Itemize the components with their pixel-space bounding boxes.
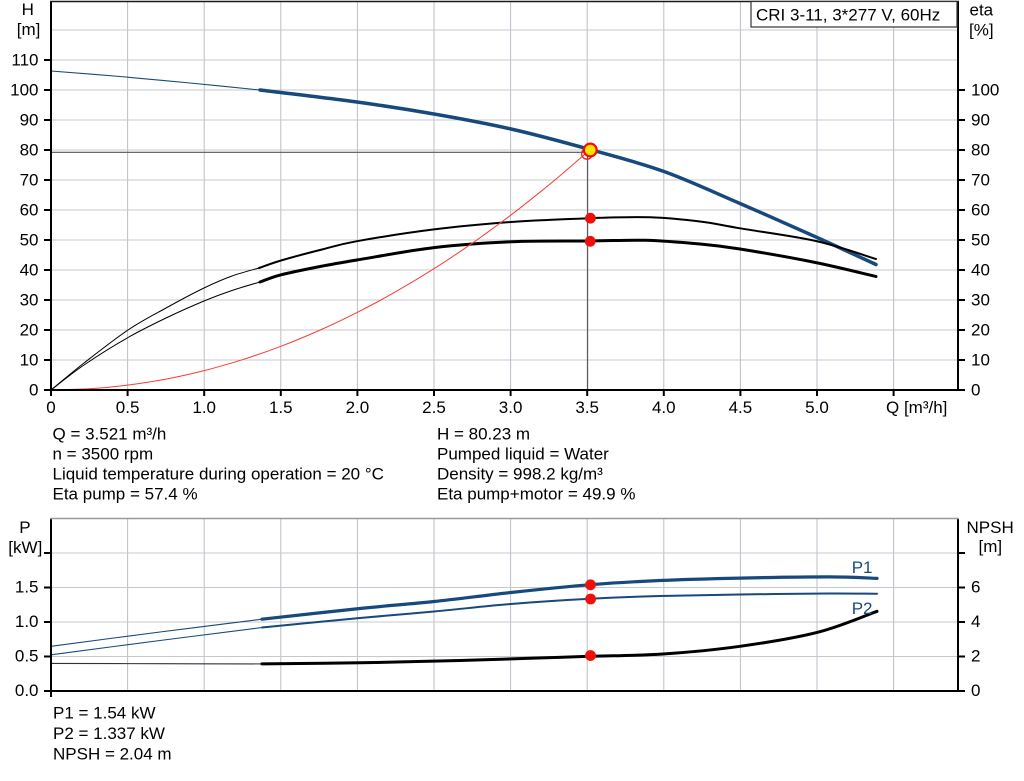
svg-text:4.0: 4.0 [652,398,676,417]
svg-text:4.5: 4.5 [729,398,753,417]
svg-text:40: 40 [971,260,990,279]
svg-text:100: 100 [971,80,999,99]
svg-text:2: 2 [971,647,980,666]
svg-text:P2: P2 [852,599,873,618]
svg-text:[kW]: [kW] [8,538,42,557]
svg-text:eta: eta [970,1,994,20]
svg-text:0.0: 0.0 [15,681,39,700]
svg-text:P2 = 1.337 kW: P2 = 1.337 kW [53,724,165,743]
svg-text:30: 30 [971,290,990,309]
svg-text:[%]: [%] [969,21,994,40]
svg-text:10: 10 [971,350,990,369]
svg-text:50: 50 [971,230,990,249]
svg-text:60: 60 [20,200,39,219]
svg-text:60: 60 [971,200,990,219]
svg-text:0: 0 [971,380,980,399]
svg-text:0: 0 [29,380,38,399]
svg-text:0: 0 [46,398,55,417]
svg-text:90: 90 [971,110,990,129]
svg-text:5.0: 5.0 [805,398,829,417]
svg-text:1.5: 1.5 [269,398,293,417]
svg-text:Liquid temperature during oper: Liquid temperature during operation = 20… [53,465,384,484]
svg-text:1.5: 1.5 [15,578,39,597]
svg-text:50: 50 [20,230,39,249]
svg-text:H: H [22,0,34,19]
svg-text:80: 80 [971,140,990,159]
svg-text:0: 0 [971,681,980,700]
svg-text:1.0: 1.0 [15,612,39,631]
svg-text:H = 80.23 m: H = 80.23 m [437,425,530,444]
svg-text:P1 = 1.54 kW: P1 = 1.54 kW [53,704,156,723]
svg-text:4: 4 [971,612,980,631]
svg-text:70: 70 [971,170,990,189]
svg-text:Q = 3.521 m³/h: Q = 3.521 m³/h [53,425,167,444]
svg-text:1.0: 1.0 [192,398,216,417]
svg-text:2.0: 2.0 [346,398,370,417]
svg-text:40: 40 [20,260,39,279]
svg-text:3.0: 3.0 [499,398,523,417]
svg-text:20: 20 [20,320,39,339]
svg-text:[m]: [m] [17,20,41,39]
svg-text:30: 30 [20,290,39,309]
svg-text:100: 100 [10,80,38,99]
svg-text:90: 90 [20,110,39,129]
svg-text:Pumped liquid = Water: Pumped liquid = Water [437,445,609,464]
svg-text:0.5: 0.5 [15,647,39,666]
svg-text:NPSH = 2.04 m: NPSH = 2.04 m [53,745,172,764]
svg-text:10: 10 [20,350,39,369]
svg-text:Q [m³/h]: Q [m³/h] [886,398,947,417]
svg-text:70: 70 [20,170,39,189]
svg-text:20: 20 [971,320,990,339]
svg-text:80: 80 [20,140,39,159]
svg-text:110: 110 [11,50,38,69]
svg-text:Eta pump = 57.4 %: Eta pump = 57.4 % [53,485,198,504]
svg-text:P1: P1 [852,558,873,577]
svg-text:CRI 3-11, 3*277 V, 60Hz: CRI 3-11, 3*277 V, 60Hz [756,5,940,24]
svg-text:0.5: 0.5 [116,398,140,417]
svg-text:NPSH: NPSH [967,518,1014,537]
svg-text:[m]: [m] [979,537,1003,556]
svg-text:n = 3500 rpm: n = 3500 rpm [53,445,154,464]
svg-text:3.5: 3.5 [575,398,599,417]
svg-text:Density = 998.2 kg/m³: Density = 998.2 kg/m³ [437,465,603,484]
svg-text:P: P [19,518,30,537]
svg-text:6: 6 [971,578,980,597]
svg-text:Eta pump+motor = 49.9 %: Eta pump+motor = 49.9 % [437,485,635,504]
svg-text:2.5: 2.5 [422,398,446,417]
